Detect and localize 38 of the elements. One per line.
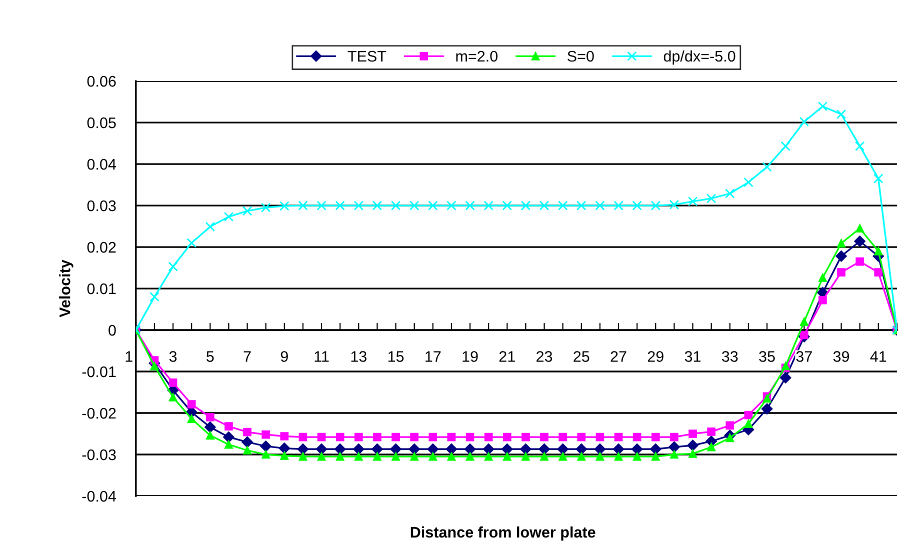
x-tick-label: 13 bbox=[351, 351, 366, 362]
x-tick-label: 41 bbox=[870, 351, 886, 362]
x-tick-label: 5 bbox=[206, 351, 214, 362]
x-tick-label: 31 bbox=[684, 351, 701, 362]
y-tick-label: 0.04 bbox=[87, 158, 116, 170]
x-tick-label: 37 bbox=[796, 351, 812, 362]
y-tick-label: 0.05 bbox=[87, 117, 116, 128]
legend-label: dp/dx=-5.0 bbox=[664, 50, 736, 65]
legend-label: m=2.0 bbox=[456, 50, 498, 62]
y-tick-label: 0.03 bbox=[87, 200, 116, 212]
y-tick-label: -0.03 bbox=[82, 449, 116, 460]
x-tick-label: 7 bbox=[244, 351, 251, 362]
x-tick-label: 9 bbox=[280, 351, 288, 362]
x-tick-label: 27 bbox=[610, 351, 626, 362]
x-tick-label: 39 bbox=[833, 351, 850, 362]
x-tick-label: 3 bbox=[169, 351, 177, 362]
x-tick-label: 35 bbox=[759, 351, 775, 362]
x-tick-label: 1 bbox=[126, 351, 132, 362]
legend-label: S=0 bbox=[568, 50, 594, 62]
x-tick-label: 23 bbox=[536, 351, 552, 362]
y-tick-label: 0.02 bbox=[87, 242, 116, 253]
y-tick-label: 0 bbox=[108, 324, 116, 336]
x-axis-title: Distance from lower plate bbox=[410, 526, 596, 541]
x-tick-label: 15 bbox=[388, 351, 404, 362]
x-tick-label: 25 bbox=[574, 351, 590, 362]
x-tick-label: 17 bbox=[426, 351, 441, 362]
x-tick-label: 33 bbox=[722, 351, 738, 362]
y-tick-label: -0.01 bbox=[82, 366, 116, 378]
legend-label: TEST bbox=[348, 50, 386, 62]
x-tick-label: 19 bbox=[462, 351, 478, 362]
y-axis-title: Velocity bbox=[59, 260, 74, 318]
y-tick-label: -0.04 bbox=[82, 490, 116, 502]
x-tick-label: 29 bbox=[648, 351, 664, 362]
x-tick-label: 11 bbox=[314, 351, 329, 362]
y-tick-label: 0.01 bbox=[87, 283, 116, 294]
x-tick-label: 21 bbox=[499, 351, 515, 362]
y-tick-label: -0.02 bbox=[82, 408, 116, 419]
y-tick-label: 0.06 bbox=[87, 76, 116, 87]
